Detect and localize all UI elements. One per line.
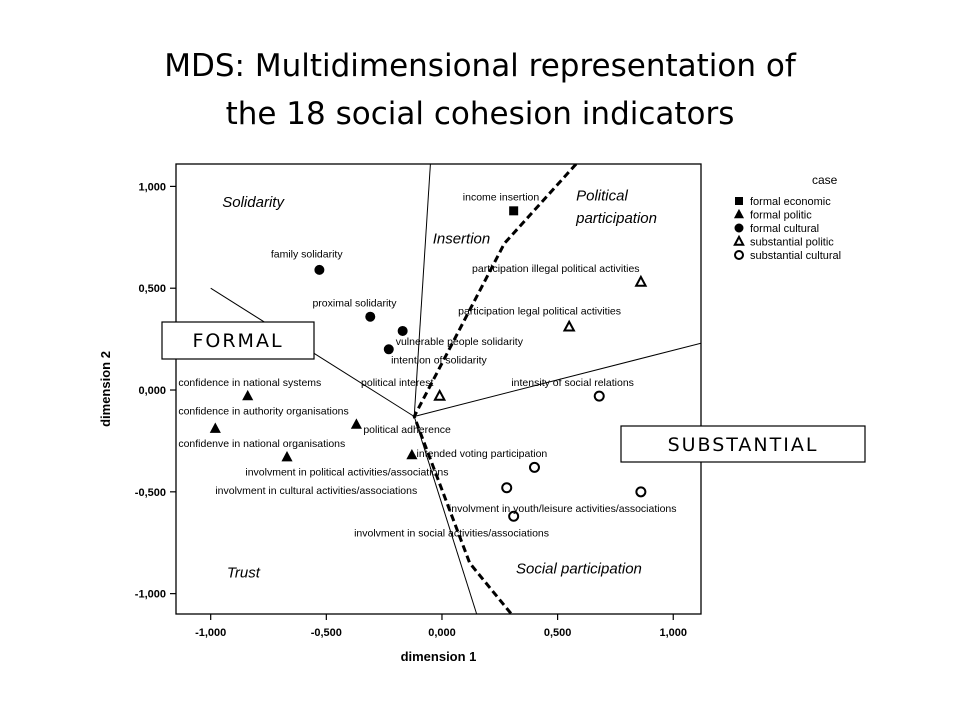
legend-marker xyxy=(733,234,745,246)
point-label: intended voting participation xyxy=(417,448,548,460)
point-label: income insertion xyxy=(463,192,540,204)
x-axis-title: dimension 1 xyxy=(401,649,477,664)
data-point xyxy=(406,448,418,460)
legend-entry-label: formal economic xyxy=(750,196,831,208)
region-label: Trust xyxy=(227,564,261,581)
data-point xyxy=(383,344,394,355)
region-label: Political xyxy=(576,188,628,205)
formal-box-label: FORMAL xyxy=(192,330,283,352)
data-point xyxy=(350,418,362,429)
data-points xyxy=(209,206,648,522)
y-tick-label: -0,500 xyxy=(135,487,166,499)
point-label: participation legal political activities xyxy=(458,306,621,318)
y-tick-label: 1,000 xyxy=(138,181,166,193)
legend-entry-label: formal cultural xyxy=(750,223,819,235)
legend-title: case xyxy=(812,173,838,187)
legend-marker xyxy=(734,250,744,260)
substantial-box-label: SUBSTANTIAL xyxy=(668,434,819,456)
legend-marker xyxy=(733,208,745,219)
title-line-2: the 18 social cohesion indicators xyxy=(225,96,735,132)
data-point xyxy=(634,274,648,287)
data-point xyxy=(242,389,254,401)
data-point xyxy=(209,422,221,433)
point-label: involvment in social activities/associat… xyxy=(354,528,549,540)
division-line-1 xyxy=(413,164,431,417)
data-point xyxy=(365,311,376,322)
legend-entry-label: substantial cultural xyxy=(750,250,841,262)
data-point xyxy=(508,510,520,522)
point-label: intention of solidarity xyxy=(391,355,487,367)
point-label: intensity of social relations xyxy=(511,377,634,389)
data-point xyxy=(433,388,447,401)
dashed-division-line xyxy=(412,164,578,614)
point-label: vulnerable people solidarity xyxy=(396,336,524,348)
legend-marker xyxy=(734,223,744,233)
data-point xyxy=(593,390,605,402)
point-label: involvment in cultural activities/associ… xyxy=(215,485,417,497)
data-point xyxy=(281,450,293,462)
x-tick-label: 1,000 xyxy=(659,627,687,639)
x-tick-label: 0,000 xyxy=(428,627,456,639)
division-line-2 xyxy=(413,416,478,614)
y-tick-label: -1,000 xyxy=(135,589,166,601)
y-axis-title: dimension 2 xyxy=(98,351,113,427)
legend-entry-label: substantial politic xyxy=(750,237,834,249)
data-point xyxy=(562,319,576,332)
y-tick-label: 0,000 xyxy=(138,385,166,397)
title-line-1: MDS: Multidimensional representation of xyxy=(164,48,796,84)
formal-box-frame xyxy=(161,321,315,360)
point-label: involvment in political activities/assoc… xyxy=(245,467,448,479)
point-labels: income insertion family solidarity proxima… xyxy=(178,192,676,540)
division-line-4 xyxy=(414,342,701,417)
y-tick-label: 0,500 xyxy=(138,283,166,295)
x-tick-label: -0,500 xyxy=(311,627,342,639)
data-point xyxy=(509,206,519,216)
point-label: confidence in national systems xyxy=(178,377,321,389)
data-point xyxy=(397,325,408,336)
point-label: family solidarity xyxy=(271,249,344,261)
substantial-box: SUBSTANTIAL xyxy=(620,425,866,463)
data-point xyxy=(635,486,647,498)
x-tick-label: -1,000 xyxy=(195,627,226,639)
data-point xyxy=(314,264,325,275)
point-label: participation illegal political activiti… xyxy=(472,263,640,275)
region-label: Insertion xyxy=(433,230,491,247)
point-label: confidence in authority organisations xyxy=(178,405,348,417)
point-label: confidenve in national organisations xyxy=(178,438,345,450)
point-label: proximal solidarity xyxy=(312,298,397,310)
data-point xyxy=(501,482,513,494)
point-label: political interest xyxy=(361,377,433,389)
legend-marker xyxy=(735,197,743,205)
region-label: Solidarity xyxy=(222,194,285,211)
region-label: participation xyxy=(575,210,657,227)
substantial-box-frame xyxy=(620,425,866,463)
region-labels: Solidarity Insertion Political participatio… xyxy=(222,188,657,582)
x-tick-label: 0,500 xyxy=(544,627,572,639)
point-label: involvment in youth/leisure activities/a… xyxy=(449,503,677,515)
legend: case formal economic formal politicformal … xyxy=(733,173,841,262)
axes: -1,000 -0,500 0,000 0,500 1,000 1,000 0,500 0,0… xyxy=(98,181,687,664)
region-label: Social participation xyxy=(516,560,642,577)
plot-frame xyxy=(175,163,702,615)
formal-box: FORMAL xyxy=(161,321,315,360)
slide-title: MDS: Multidimensional representation of … xyxy=(0,42,960,138)
data-point xyxy=(528,461,540,473)
point-label: political adherence xyxy=(363,424,451,436)
legend-entry-label: formal politic xyxy=(750,210,812,222)
